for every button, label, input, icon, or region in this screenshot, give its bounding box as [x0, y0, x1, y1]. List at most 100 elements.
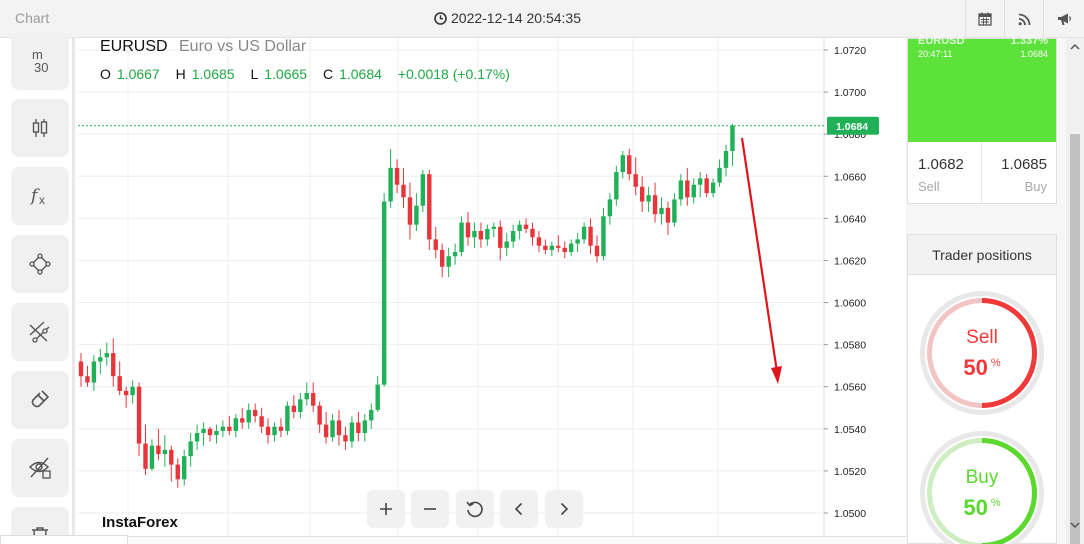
y-tick-label: 1.0600: [834, 298, 866, 310]
low-label: L: [250, 66, 259, 82]
sell-gauge-value: 50%: [918, 355, 1046, 381]
quote-card[interactable]: EURUSD 1.337% 20:47:11 1.0684 1.0682 Sel…: [907, 35, 1057, 204]
rss-button[interactable]: [1004, 0, 1043, 38]
candle-body: [446, 256, 451, 267]
shapes-button[interactable]: [11, 235, 69, 293]
candle-body: [581, 226, 587, 240]
chart-type-button[interactable]: [11, 99, 69, 157]
candle-body: [562, 247, 567, 253]
y-tick-label: 1.0700: [834, 87, 866, 99]
hide-drawings-button[interactable]: [11, 439, 69, 497]
quote-symbol: EURUSD: [918, 35, 965, 47]
bottom-tab[interactable]: [0, 535, 128, 544]
zoom-in-icon: [380, 503, 392, 515]
candle-body: [291, 405, 297, 412]
buy-quote[interactable]: 1.0685 Buy: [983, 142, 1057, 204]
vertical-scrollbar[interactable]: [1066, 38, 1084, 544]
candle-body: [298, 399, 303, 412]
y-tick-label: 1.0560: [834, 382, 866, 394]
calendar-button[interactable]: [965, 0, 1004, 38]
candle-body: [343, 435, 348, 442]
y-tick-label: 1.0540: [834, 424, 866, 436]
y-tick-label: 1.0640: [834, 213, 866, 225]
megaphone-icon: [1057, 13, 1071, 25]
candle-body: [452, 252, 458, 257]
candle-body: [691, 184, 696, 198]
candle-body: [472, 230, 477, 238]
candle-body: [136, 386, 142, 444]
candle-body: [478, 230, 484, 240]
buy-gauge-value: 50%: [918, 495, 1046, 521]
ohlc-legend: O 1.0667 H 1.0685 L 1.0665 C 1.0684 +0.0018 …: [100, 66, 510, 82]
candle-body: [111, 353, 116, 377]
candle-body: [575, 239, 580, 244]
candle-body: [504, 241, 509, 248]
sell-quote[interactable]: 1.0682 Sell: [908, 142, 982, 204]
candle-body: [85, 376, 90, 383]
window-title: Chart: [15, 10, 50, 26]
y-tick-label: 1.0520: [834, 466, 866, 478]
trend-lines-button[interactable]: [11, 303, 69, 361]
trader-positions-panel: Trader positions Sell 50% Buy: [907, 234, 1057, 544]
candlestick-chart[interactable]: 1.07201.07001.06801.06601.06401.06201.06…: [78, 38, 906, 544]
scroll-down-icon[interactable]: [1066, 518, 1084, 532]
candle-body: [672, 199, 677, 223]
sell-gauge: Sell 50%: [918, 289, 1046, 417]
candle-body: [491, 226, 496, 229]
reset-icon: [466, 501, 483, 518]
reset-chart-button[interactable]: [456, 490, 494, 528]
candle-body: [427, 174, 432, 240]
high-value: 1.0685: [191, 66, 235, 82]
price-change: +0.0018 (+0.17%): [397, 66, 510, 82]
buy-price: 1.0685: [1001, 156, 1047, 173]
positions-title: Trader positions: [908, 235, 1056, 275]
magnet-button[interactable]: [11, 371, 69, 429]
candle-body: [156, 445, 161, 455]
candle-body: [98, 357, 103, 362]
quote-percent: 1.337%: [1010, 35, 1048, 47]
svg-text:x: x: [39, 193, 45, 207]
clock-icon: [434, 11, 447, 25]
candle-body: [420, 174, 426, 206]
instrument-name: Euro vs US Dollar: [179, 38, 307, 55]
datetime-text: 2022-12-14 20:54:35: [451, 10, 581, 26]
candle-body: [336, 420, 342, 436]
announcements-button[interactable]: [1043, 0, 1084, 38]
scrollbar-thumb[interactable]: [1070, 134, 1080, 544]
candle-body: [569, 243, 574, 253]
candle-body: [614, 172, 619, 200]
timeframe-button[interactable]: m 30: [11, 32, 69, 90]
zoom-out-button[interactable]: [411, 490, 449, 528]
candle-body: [510, 230, 516, 242]
candle-body: [227, 426, 232, 431]
candle-body: [414, 205, 419, 225]
indicators-button[interactable]: f x: [11, 167, 69, 225]
scroll-left-icon: [514, 502, 523, 516]
zoom-in-button[interactable]: [367, 490, 405, 528]
candle-body: [91, 361, 97, 383]
candle-body: [240, 418, 245, 423]
top-bar: Chart 2022-12-14 20:54:35: [0, 0, 1084, 38]
candle-body: [349, 422, 355, 442]
scroll-up-icon[interactable]: [1066, 40, 1084, 54]
candle-body: [278, 426, 284, 431]
scroll-left-button[interactable]: [500, 490, 538, 528]
candle-body: [356, 422, 361, 434]
svg-text:30: 30: [34, 60, 48, 74]
candle-body: [381, 201, 387, 385]
current-price-tag: [827, 116, 879, 135]
y-tick-label: 1.0620: [834, 255, 866, 267]
candle-body: [252, 409, 258, 417]
candle-body: [388, 167, 393, 202]
candle-body: [233, 418, 238, 431]
candle-body: [330, 420, 335, 438]
candle-body: [723, 151, 729, 168]
candle-body: [639, 186, 645, 202]
scroll-right-button[interactable]: [545, 490, 583, 528]
candle-body: [543, 245, 548, 250]
candle-body: [685, 180, 690, 198]
quote-header: EURUSD 1.337% 20:47:11 1.0684: [908, 35, 1056, 142]
candle-body: [627, 155, 632, 175]
price-chart[interactable]: 1.0720 1.0700 1.0680 1.0660 1.0640 1.0620 1.06…: [78, 38, 906, 544]
